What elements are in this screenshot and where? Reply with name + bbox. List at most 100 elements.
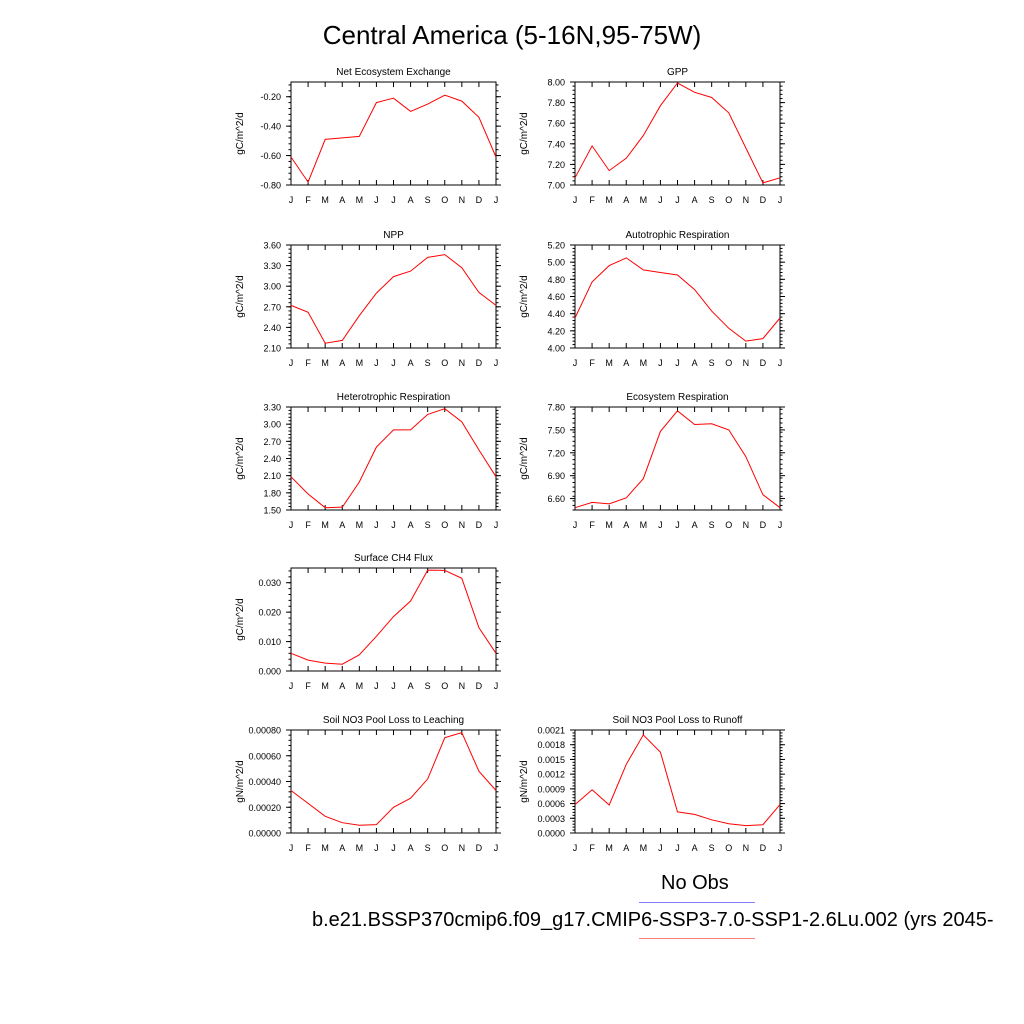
x-tick-label: F [305, 358, 311, 368]
x-tick-label: J [675, 843, 680, 853]
x-tick-label: D [760, 520, 767, 530]
y-tick-label: 0.0000 [537, 829, 565, 839]
x-tick-label: J [573, 358, 578, 368]
y-tick-label: 4.00 [547, 344, 565, 354]
y-tick-label: -0.20 [260, 92, 281, 102]
x-tick-label: J [658, 195, 663, 205]
chart-title: Soil NO3 Pool Loss to Runoff [613, 715, 743, 726]
y-tick-label: 3.30 [263, 403, 281, 413]
chart-title: Surface CH4 Flux [354, 553, 433, 564]
y-axis-label: gC/m^2/d [235, 112, 246, 155]
x-tick-label: F [589, 843, 595, 853]
x-tick-label: S [709, 520, 715, 530]
x-tick-label: M [640, 358, 648, 368]
x-tick-label: S [425, 520, 431, 530]
x-tick-label: A [692, 520, 698, 530]
x-tick-label: A [692, 843, 698, 853]
x-tick-label: M [356, 681, 364, 691]
x-tick-label: O [725, 358, 732, 368]
x-tick-label: J [391, 843, 396, 853]
x-tick-label: J [573, 195, 578, 205]
y-tick-label: 1.80 [263, 488, 281, 498]
plot-frame [290, 244, 497, 349]
y-axis-label: gN/m^2/d [519, 760, 530, 803]
x-tick-label: J [573, 520, 578, 530]
x-tick-label: S [425, 358, 431, 368]
y-axis-label: gN/m^2/d [235, 760, 246, 803]
y-tick-label: 2.70 [263, 302, 281, 312]
series-line [290, 254, 497, 344]
series-line [574, 82, 781, 184]
x-tick-label: J [658, 358, 663, 368]
x-tick-label: J [289, 843, 294, 853]
y-tick-label: 7.80 [547, 403, 565, 413]
y-tick-label: 0.0003 [537, 814, 565, 824]
x-tick-label: S [709, 358, 715, 368]
x-tick-label: F [589, 195, 595, 205]
x-tick-label: D [476, 520, 483, 530]
y-tick-label: -0.60 [260, 151, 281, 161]
y-tick-label: 2.10 [263, 471, 281, 481]
plot-frame [574, 406, 781, 511]
y-tick-label: 0.020 [258, 608, 281, 618]
x-tick-label: A [408, 520, 414, 530]
x-tick-label: J [778, 358, 783, 368]
x-tick-label: A [623, 195, 629, 205]
y-tick-label: 7.80 [547, 98, 565, 108]
y-tick-label: 4.20 [547, 326, 565, 336]
series-line [290, 408, 497, 509]
chart-panel: Soil NO3 Pool Loss to Leaching gN/m^2/d J F… [235, 715, 501, 853]
x-tick-label: J [289, 195, 294, 205]
y-tick-label: 2.40 [263, 454, 281, 464]
y-tick-label: 3.00 [263, 420, 281, 430]
x-tick-label: A [623, 520, 629, 530]
x-tick-label: O [441, 358, 448, 368]
x-tick-label: N [459, 195, 466, 205]
y-tick-label: 0.00060 [248, 751, 281, 761]
x-tick-label: A [339, 520, 345, 530]
y-tick-label: 0.0018 [537, 740, 565, 750]
y-tick-label: 3.60 [263, 241, 281, 251]
x-tick-label: J [573, 843, 578, 853]
x-tick-label: F [305, 843, 311, 853]
y-tick-label: 0.0009 [537, 784, 565, 794]
y-tick-label: 0.0015 [537, 755, 565, 765]
x-tick-label: J [675, 358, 680, 368]
y-tick-label: -0.40 [260, 122, 281, 132]
y-tick-label: 4.60 [547, 292, 565, 302]
x-tick-label: S [425, 843, 431, 853]
plot-frame [290, 729, 497, 834]
y-tick-label: 0.000 [258, 667, 281, 677]
x-tick-label: N [743, 520, 750, 530]
x-tick-label: D [476, 195, 483, 205]
x-tick-label: J [374, 358, 379, 368]
x-tick-label: F [305, 681, 311, 691]
y-tick-label: 0.030 [258, 578, 281, 588]
series-line [290, 94, 497, 184]
x-tick-label: J [391, 195, 396, 205]
x-tick-label: J [391, 520, 396, 530]
x-tick-label: J [374, 195, 379, 205]
x-tick-label: D [760, 195, 767, 205]
x-tick-label: J [494, 681, 499, 691]
x-tick-label: N [459, 520, 466, 530]
chart-title: Ecosystem Respiration [626, 392, 728, 403]
x-tick-label: O [725, 195, 732, 205]
x-tick-label: M [605, 520, 613, 530]
x-tick-label: A [408, 843, 414, 853]
chart-title: Soil NO3 Pool Loss to Leaching [323, 715, 464, 726]
x-tick-label: S [709, 195, 715, 205]
x-tick-label: J [391, 358, 396, 368]
x-tick-label: F [305, 195, 311, 205]
y-tick-label: 7.40 [547, 139, 565, 149]
x-tick-label: A [408, 195, 414, 205]
x-tick-label: S [425, 681, 431, 691]
plot-frame [290, 406, 497, 511]
y-tick-label: 2.40 [263, 323, 281, 333]
x-tick-label: N [459, 843, 466, 853]
